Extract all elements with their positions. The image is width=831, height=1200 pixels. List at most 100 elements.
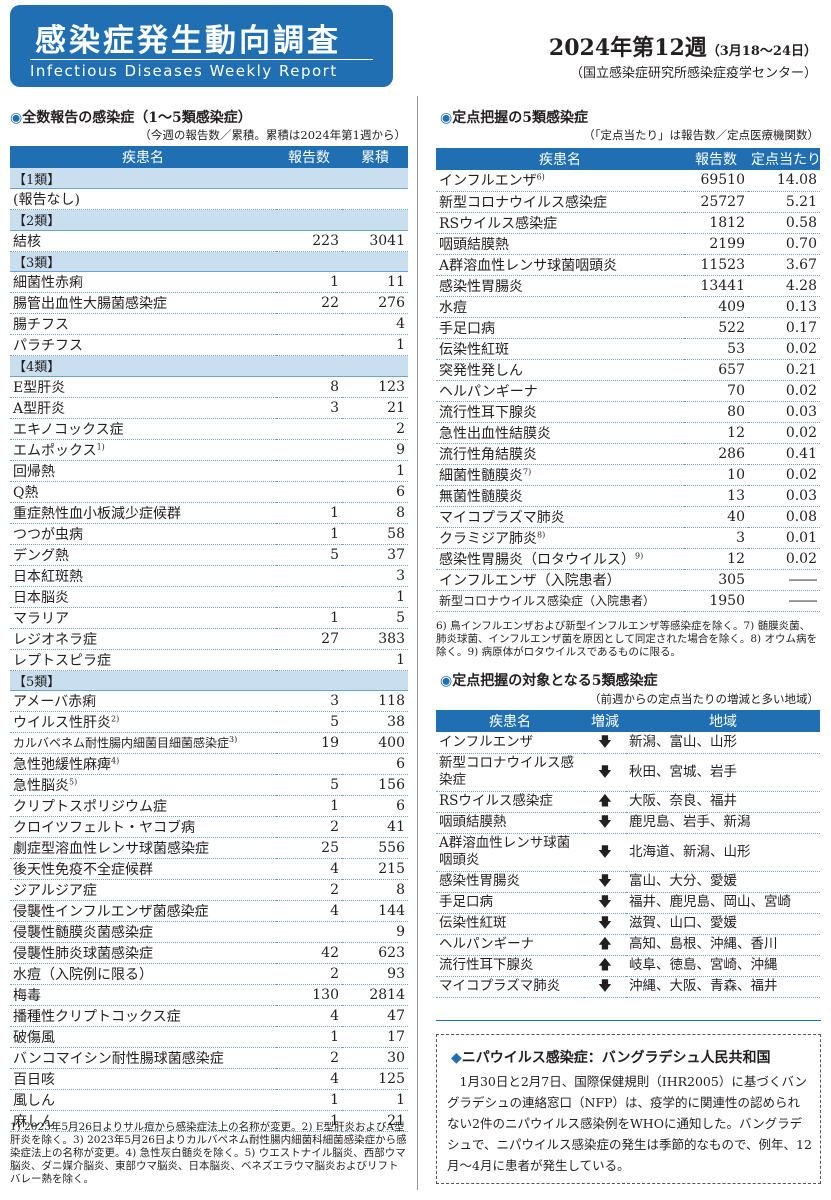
- cumulative-total: 1: [342, 586, 408, 608]
- category-label: 【3類】: [10, 251, 408, 272]
- regions: 鹿児島、岩手、新潟: [626, 812, 820, 834]
- disease-name: 突発性発しん: [436, 359, 684, 381]
- table-row: 流行性耳下腺炎 🡅 岐阜、徳島、宮崎、沖縄: [436, 955, 820, 977]
- table-row: デング熱 5 37: [10, 544, 408, 566]
- table-row: バンコマイシン耐性腸球菌感染症 2 30: [10, 1047, 408, 1069]
- disease-name: 流行性角結膜炎: [436, 443, 684, 465]
- disease-label: クラミジア肺炎: [439, 530, 537, 547]
- disease-label: デング熱: [13, 547, 69, 564]
- report-count: 1812: [684, 212, 748, 234]
- per-sentinel: ――: [748, 590, 820, 612]
- category-label: 【5類】: [10, 670, 408, 691]
- report-count: 1: [276, 1089, 342, 1111]
- category-label: 【4類】: [10, 355, 408, 377]
- cumulative-total: 1: [342, 334, 408, 356]
- cumulative-total: 400: [342, 732, 408, 754]
- disease-name: 咽頭結膜熱: [436, 812, 584, 834]
- arrow-down-icon: 🡇: [584, 913, 626, 935]
- table-row: マラリア 1 5: [10, 607, 408, 629]
- disease-name: 咽頭結膜熱: [436, 233, 684, 255]
- disease-name: (報告なし): [10, 188, 276, 210]
- table-row: クロイツフェルト・ヤコブ病 2 41: [10, 816, 408, 838]
- cumulative-total: 6: [342, 795, 408, 817]
- disease-name: 侵襲性肺炎球菌感染症: [10, 942, 276, 964]
- disease-label: エムポックス: [13, 442, 97, 459]
- per-sentinel: 0.41: [748, 443, 820, 465]
- table-header-row: 疾患名 増減 地域: [436, 710, 820, 732]
- table-row: レジオネラ症 27 383: [10, 628, 408, 650]
- section3-subtitle: （前週からの定点当たりの増減と多い地域）: [589, 692, 819, 706]
- report-count: 1: [276, 523, 342, 545]
- disease-label: 新型コロナウイルス感染症（入院患者）: [439, 594, 656, 608]
- disease-label: 急性弛緩性麻痺: [13, 756, 111, 773]
- disease-label: 結核: [13, 233, 41, 250]
- disease-name: RSウイルス感染症: [436, 791, 584, 813]
- disease-name: 腸チフス: [10, 313, 276, 335]
- report-count: 12: [684, 422, 748, 444]
- report-count: [276, 586, 342, 608]
- per-sentinel: 0.17: [748, 317, 820, 339]
- disease-name: 百日咳: [10, 1068, 276, 1090]
- arrow-down-icon: 🡇: [584, 871, 626, 893]
- disease-name: デング熱: [10, 544, 276, 566]
- cumulative-total: 383: [342, 628, 408, 650]
- cumulative-total: 6: [342, 753, 408, 775]
- per-sentinel: 0.08: [748, 506, 820, 528]
- disease-name: 感染性胃腸炎: [436, 871, 584, 893]
- disease-name: アメーバ赤痢: [10, 690, 276, 712]
- arrow-up-icon: 🡅: [584, 791, 626, 813]
- report-count: 1950: [684, 590, 748, 612]
- category-label: 【1類】: [10, 168, 408, 189]
- col-count: 報告数: [684, 148, 748, 170]
- title-banner: 感染症発生動向調査 Infectious Diseases Weekly Rep…: [10, 5, 393, 87]
- table-row: 日本紅斑熱 3: [10, 565, 408, 587]
- table-row: 百日咳 4 125: [10, 1068, 408, 1090]
- disease-name: 回帰熱: [10, 460, 276, 482]
- report-count: [276, 313, 342, 335]
- table-row: RSウイルス感染症 🡅 大阪、奈良、福井: [436, 791, 820, 813]
- disease-label: A型肝炎: [13, 400, 66, 417]
- cumulative-total: 623: [342, 942, 408, 964]
- disease-name: 腸管出血性大腸菌感染症: [10, 292, 276, 314]
- disease-name: 水痘（入院例に限る）: [10, 963, 276, 985]
- disease-name: インフルエンザ（入院患者）: [436, 569, 684, 591]
- disease-label: 感染性胃腸炎（ロタウイルス）: [439, 551, 635, 568]
- report-count: 25727: [684, 191, 748, 213]
- table-row: 侵襲性肺炎球菌感染症 42 623: [10, 942, 408, 964]
- disease-label: 水痘（入院例に限る）: [13, 966, 153, 983]
- disease-name: ヘルパンギーナ: [436, 380, 684, 402]
- category-row: 【2類】: [10, 209, 408, 231]
- table-row: マイコプラズマ肺炎 40 0.08: [436, 506, 820, 528]
- diamond-icon: ◆: [451, 1050, 462, 1066]
- sentinel-diseases-table: 疾患名 報告数 定点当たり インフルエンザ6) 69510 14.08 新型コロナウイ…: [436, 148, 820, 612]
- report-count: 70: [684, 380, 748, 402]
- table-row: 回帰熱 1: [10, 460, 408, 482]
- report-count: 4: [276, 1068, 342, 1090]
- table-row: 急性脳炎5) 5 156: [10, 774, 408, 796]
- report-count: 1: [276, 1026, 342, 1048]
- cumulative-total: 6: [342, 481, 408, 503]
- report-count: 5: [276, 774, 342, 796]
- report-count: 40: [684, 506, 748, 528]
- per-sentinel: 0.03: [748, 485, 820, 507]
- disease-label: つつが虫病: [13, 526, 83, 543]
- report-title-english: Infectious Diseases Weekly Report: [30, 62, 338, 80]
- report-count: 8: [276, 376, 342, 398]
- disease-label: 新型コロナウイルス感染症: [439, 194, 607, 211]
- disease-name: 侵襲性インフルエンザ菌感染症: [10, 900, 276, 922]
- topic-separator: [436, 1020, 821, 1021]
- table-row: ヘルパンギーナ 🡅 高知、島根、沖縄、香川: [436, 934, 820, 956]
- per-sentinel: 0.01: [748, 527, 820, 549]
- cumulative-total: 118: [342, 690, 408, 712]
- table-row: 手足口病 🡇 福井、鹿児島、岡山、宮崎: [436, 892, 820, 914]
- arrow-down-icon: 🡇: [584, 892, 626, 914]
- topic-title: ◆ニパウイルス感染症：バングラデシュ人民共和国: [451, 1047, 770, 1067]
- section2-heading: ◉定点把握の5類感染症: [440, 110, 588, 126]
- table-header-row: 疾患名 報告数 定点当たり: [436, 148, 820, 170]
- disease-label: 百日咳: [13, 1071, 55, 1088]
- section2-title: 定点把握の5類感染症: [452, 110, 588, 126]
- disease-label: 風しん: [13, 1092, 55, 1109]
- report-count: [276, 460, 342, 482]
- table-row: 水痘（入院例に限る） 2 93: [10, 963, 408, 985]
- disease-name: 重症熱性血小板減少症候群: [10, 502, 276, 524]
